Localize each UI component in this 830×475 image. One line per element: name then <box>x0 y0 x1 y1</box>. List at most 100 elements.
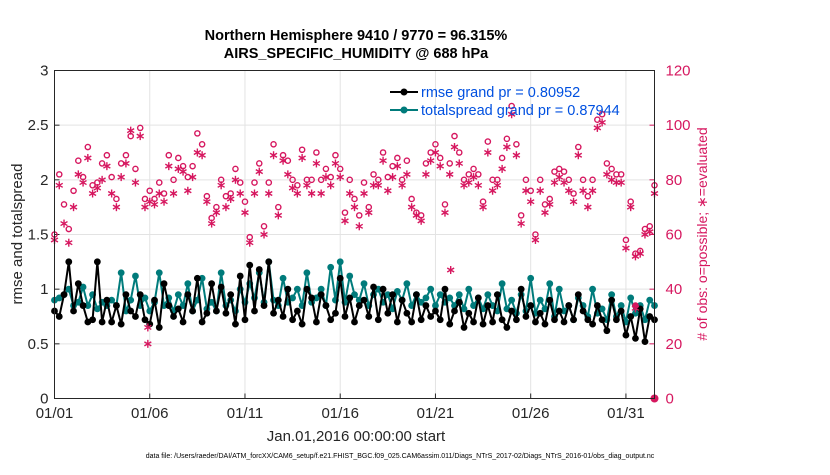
obs-evaluated-24 <box>164 162 173 171</box>
rmse-point-77 <box>417 316 425 324</box>
obs-evaluated-38 <box>231 175 240 184</box>
totalspread-point-80 <box>432 302 439 309</box>
obs-evaluated-97 <box>512 151 521 160</box>
obs-evaluated-79 <box>426 156 435 165</box>
y-tick-label-3: 1.5 <box>28 227 49 244</box>
obs-possible-38 <box>232 165 239 173</box>
rmse-point-3 <box>65 258 73 266</box>
obs-possible-52 <box>298 146 306 154</box>
totalspread-point-125 <box>646 296 654 304</box>
totalspread-point-62 <box>346 272 354 280</box>
y-right-tick-labels: 0 20 40 60 80 100 120 <box>649 63 691 408</box>
y-tick-labels: 0 0.5 1 1.5 2 2.5 3 <box>28 63 60 408</box>
obs-evaluated-41 <box>245 238 254 247</box>
obs-possible-61 <box>341 209 349 216</box>
x-tick-labels: 01/01 01/06 01/11 01/16 01/21 01/26 01/31 <box>36 393 645 422</box>
rmse-point-122 <box>632 334 639 342</box>
obs-possible-111 <box>579 176 587 184</box>
obs-possible-84 <box>451 132 458 140</box>
rmse-point-21 <box>151 296 158 304</box>
rmse-point-29 <box>189 307 196 315</box>
obs-evaluated-102 <box>536 186 545 195</box>
obs-evaluated-90 <box>479 203 487 212</box>
x-tick-label-4: 01/21 <box>417 405 455 422</box>
rmse-point-119 <box>617 307 625 315</box>
obs-evaluated-25 <box>169 189 178 198</box>
obs-possible-69 <box>379 149 387 156</box>
obs-evaluated-83 <box>445 170 454 179</box>
totalspread-point-9 <box>93 305 101 313</box>
rmse-point-30 <box>193 274 201 282</box>
obs-possible-74 <box>403 157 411 164</box>
totalspread-point-58 <box>327 263 335 271</box>
obs-possible-12 <box>108 173 115 181</box>
obs-evaluated-27 <box>179 167 187 176</box>
obs-possible-55 <box>313 149 320 156</box>
obs-possible-102 <box>536 176 544 184</box>
rmse-point-74 <box>403 309 411 317</box>
obs-possible-10 <box>98 160 106 167</box>
obs-evaluated-109 <box>569 197 578 206</box>
obs-evaluated-101 <box>531 235 540 244</box>
obs-evaluated-74 <box>403 170 411 179</box>
rmse-point-11 <box>103 296 111 304</box>
totalspread-point-6 <box>79 283 87 291</box>
y-tick-label-1: 0.5 <box>28 336 49 353</box>
obs-evaluated-98 <box>517 219 525 228</box>
obs-possible-24 <box>165 151 173 159</box>
rmse-point-73 <box>398 296 406 304</box>
obs-possible-107 <box>560 168 568 175</box>
obs-evaluated-66 <box>364 208 373 217</box>
rmse-point-35 <box>217 283 225 291</box>
rmse-point-22 <box>155 324 163 331</box>
obs-evaluated-57 <box>322 173 330 182</box>
totalspread-point-31 <box>198 274 206 282</box>
rmse-point-31 <box>198 318 206 326</box>
rmse-point-93 <box>493 291 501 299</box>
rmse-point-70 <box>384 309 392 317</box>
series-obs-counts <box>50 102 659 403</box>
obs-evaluated-71 <box>388 173 397 182</box>
legend-label-rmse: rmse grand pr = 0.80952 <box>421 85 580 101</box>
x-tick-label-2: 01/11 <box>227 405 263 422</box>
rmse-point-114 <box>593 302 601 309</box>
rmse-point-125 <box>646 313 654 320</box>
totalspread-point-86 <box>460 305 468 313</box>
rmse-point-88 <box>470 318 477 326</box>
rmse-point-17 <box>132 313 139 320</box>
obs-evaluated-16 <box>126 126 135 135</box>
obs-evaluated-89 <box>474 181 483 190</box>
totalspread-point-14 <box>117 269 125 277</box>
rmse-point-72 <box>393 318 401 326</box>
obs-possible-1 <box>55 171 63 178</box>
obs-possible-30 <box>194 130 201 137</box>
rmse-point-15 <box>122 291 130 299</box>
rmse-point-37 <box>227 291 235 299</box>
totalspread-point-65 <box>360 280 368 288</box>
totalspread-point-106 <box>555 285 563 293</box>
rmse-point-23 <box>160 280 168 288</box>
x-tick-label-6: 01/31 <box>607 405 645 422</box>
totalspread-point-50 <box>289 294 296 302</box>
rmse-point-85 <box>455 298 463 306</box>
totalspread-point-63 <box>351 291 358 299</box>
totalspread-point-88 <box>470 302 477 309</box>
rmse-point-65 <box>360 296 368 304</box>
totalspread-point-60 <box>336 258 344 266</box>
obs-evaluated-115 <box>598 118 606 127</box>
obs-evaluated-39 <box>236 189 245 198</box>
rmse-point-98 <box>517 285 525 293</box>
obs-possible-20 <box>146 187 154 195</box>
obs-evaluated-45 <box>264 189 273 198</box>
obs-evaluated-123 <box>636 249 645 258</box>
obs-evaluated-99 <box>522 186 530 195</box>
obs-possible-22 <box>155 179 163 186</box>
obs-evaluated-63 <box>350 203 359 212</box>
legend-label-spread: totalspread grand pr = 0.87944 <box>421 103 620 119</box>
rmse-point-42 <box>251 307 258 315</box>
obs-evaluated-55 <box>312 159 321 168</box>
rmse-point-38 <box>232 320 239 328</box>
totalspread-point-64 <box>355 296 363 304</box>
